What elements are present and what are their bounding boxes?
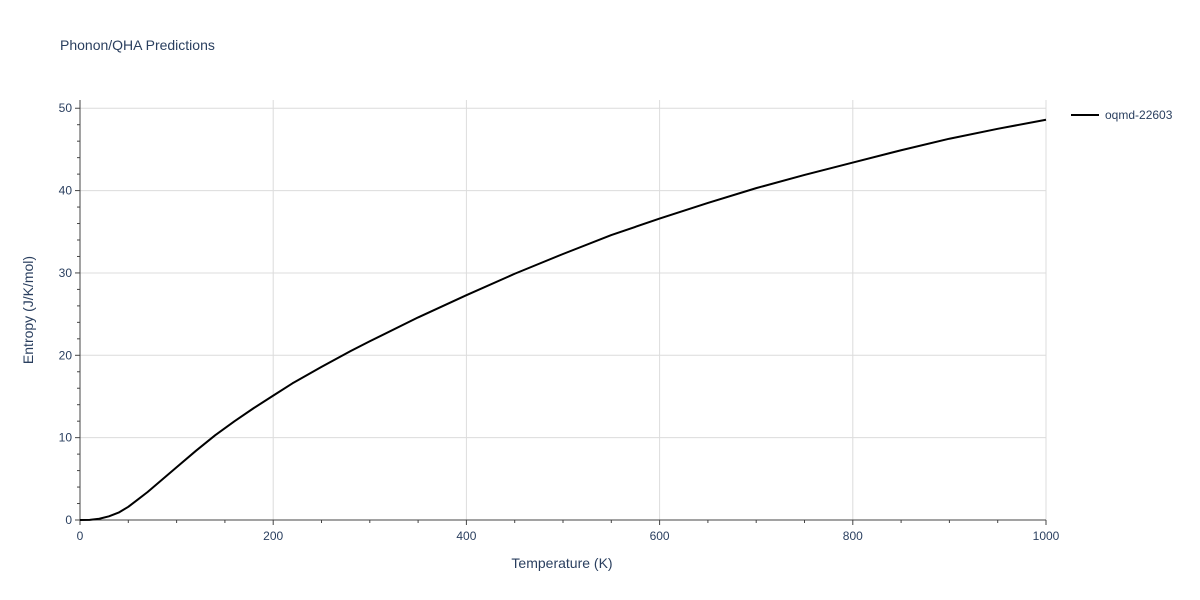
y-axis-title: Entropy (J/K/mol) <box>20 256 36 364</box>
legend[interactable]: oqmd-22603 <box>1071 108 1173 122</box>
x-tick-label: 200 <box>263 529 283 543</box>
series-line <box>79 118 1047 521</box>
y-tick-label: 40 <box>59 184 73 198</box>
x-tick-label: 1000 <box>1033 529 1060 543</box>
legend-label: oqmd-22603 <box>1105 108 1173 122</box>
y-tick-label: 20 <box>59 348 73 362</box>
series-layer <box>79 118 1047 521</box>
y-tick-label: 50 <box>59 101 73 115</box>
x-axis-title: Temperature (K) <box>511 555 612 571</box>
x-tick-label: 0 <box>77 529 84 543</box>
x-tick-label: 600 <box>650 529 670 543</box>
axes: 0 200 400 600 800 1000 0 10 20 30 40 50 <box>59 100 1060 543</box>
y-tick-label: 0 <box>65 513 72 527</box>
x-tick-label: 800 <box>843 529 863 543</box>
y-tick-label: 10 <box>59 431 73 445</box>
y-tick-label: 30 <box>59 266 73 280</box>
x-tick-label: 400 <box>456 529 476 543</box>
grid <box>80 100 1047 520</box>
chart-title: Phonon/QHA Predictions <box>60 37 215 53</box>
